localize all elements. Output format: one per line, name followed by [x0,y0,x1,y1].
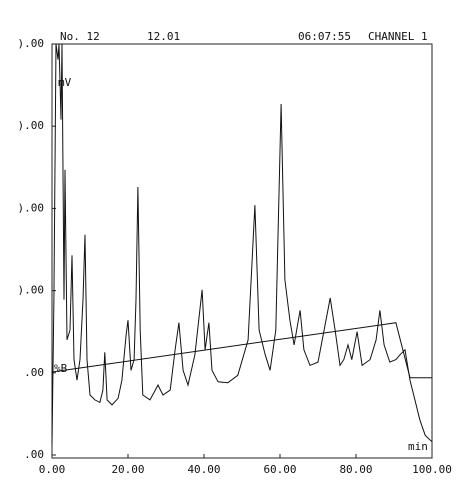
x-axis-label: min [408,440,428,453]
x-tick-label: 40.00 [187,463,220,476]
y-tick-label: ).00 [18,37,45,50]
x-tick-label: 20.00 [111,463,144,476]
header-no: No. 12 [60,30,100,43]
y-tick-label: ).00 [18,284,45,297]
y-tick-label: .00 [24,366,44,379]
y2-axis-label: %B [54,362,68,375]
x-tick-label: 80.00 [339,463,372,476]
header-channel: CHANNEL 1 [368,30,428,43]
plot-frame [51,43,433,459]
trace-line [51,43,433,446]
x-tick-label: 100.00 [412,463,452,476]
x-tick-label: 60.00 [263,463,296,476]
header-time: 06:07:55 [298,30,351,43]
header-value: 12.01 [147,30,180,43]
x-tick-label: 0.00 [39,463,66,476]
y-tick-label: ).00 [18,119,45,132]
y-tick-label: .00 [24,448,44,461]
trace-line [51,322,432,379]
y-tick-label: ).00 [18,201,45,214]
